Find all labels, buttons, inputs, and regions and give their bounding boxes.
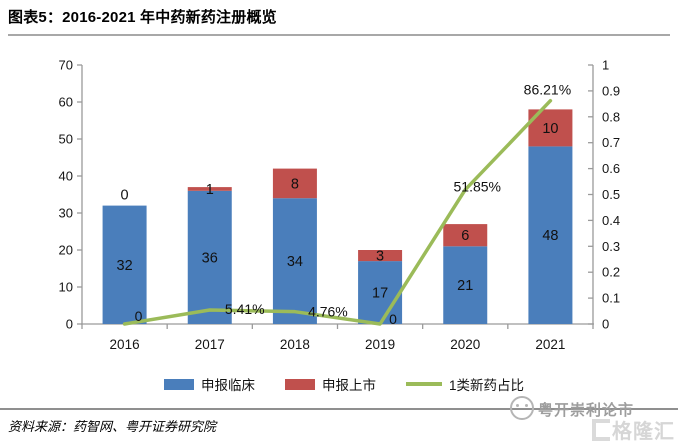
svg-text:1: 1: [206, 182, 214, 198]
svg-text:5.41%: 5.41%: [225, 301, 265, 317]
svg-text:60: 60: [59, 95, 73, 110]
legend-label-ratio: 1类新药占比: [448, 378, 524, 393]
svg-text:2018: 2018: [280, 337, 310, 352]
svg-text:0: 0: [135, 308, 143, 324]
svg-text:0: 0: [602, 317, 609, 332]
svg-text:0: 0: [121, 188, 129, 204]
svg-text:2016: 2016: [110, 337, 140, 352]
svg-text:40: 40: [59, 169, 73, 184]
legend-label-clinical: 申报临床: [200, 378, 255, 393]
svg-text:0.3: 0.3: [602, 239, 620, 254]
svg-text:8: 8: [291, 176, 299, 192]
legend-swatch-ratio-line-icon: [405, 382, 442, 386]
source-note: 资料来源：药智网、粤开证券研究院: [8, 419, 217, 434]
svg-text:51.85%: 51.85%: [454, 179, 501, 195]
svg-text:0.2: 0.2: [602, 265, 620, 280]
svg-text:50: 50: [59, 132, 73, 147]
svg-text:70: 70: [59, 58, 73, 73]
svg-text:2019: 2019: [365, 337, 395, 352]
svg-text:3: 3: [376, 249, 384, 265]
figure-footer: 资料来源：药智网、粤开证券研究院 粤开崇利论市 格隆汇: [0, 396, 678, 443]
svg-text:6: 6: [461, 228, 469, 244]
legend-item-market: 申报上市: [284, 374, 376, 394]
svg-text:2021: 2021: [535, 337, 565, 352]
svg-text:30: 30: [59, 206, 73, 221]
chart-canvas: 01020304050607000.10.20.30.40.50.60.70.8…: [59, 58, 621, 353]
legend-swatch-clinical-icon: [163, 378, 194, 390]
svg-text:0.4: 0.4: [602, 213, 620, 228]
svg-text:0: 0: [66, 317, 73, 332]
legend-swatch-market-icon: [284, 378, 315, 390]
svg-text:0.5: 0.5: [602, 187, 620, 202]
svg-text:2020: 2020: [450, 337, 480, 352]
svg-text:10: 10: [542, 121, 558, 137]
legend-item-ratio: 1类新药占比: [405, 374, 524, 394]
svg-text:0.9: 0.9: [602, 83, 620, 98]
svg-text:0.7: 0.7: [602, 135, 620, 150]
svg-text:10: 10: [59, 280, 73, 295]
svg-text:4.76%: 4.76%: [308, 304, 348, 320]
figure-header: 图表5：2016-2021 年中药新药注册概览: [8, 0, 670, 36]
svg-text:1: 1: [602, 58, 609, 73]
svg-text:36: 36: [202, 250, 218, 266]
svg-text:48: 48: [542, 228, 558, 244]
svg-text:20: 20: [59, 243, 73, 258]
svg-text:86.21%: 86.21%: [524, 82, 571, 98]
svg-text:0.6: 0.6: [602, 161, 620, 176]
svg-text:0.1: 0.1: [602, 291, 620, 306]
figure-title: 图表5：2016-2021 年中药新药注册概览: [8, 9, 277, 26]
chart-legend: 申报临床 申报上市 1类新药占比: [10, 374, 678, 394]
legend-item-clinical: 申报临床: [163, 374, 255, 394]
svg-text:0: 0: [389, 311, 397, 327]
svg-text:21: 21: [457, 278, 473, 294]
svg-text:2017: 2017: [195, 337, 225, 352]
legend-label-market: 申报上市: [321, 378, 376, 393]
svg-text:0.8: 0.8: [602, 109, 620, 124]
svg-text:32: 32: [117, 258, 133, 274]
svg-text:17: 17: [372, 286, 388, 302]
svg-text:34: 34: [287, 254, 303, 270]
